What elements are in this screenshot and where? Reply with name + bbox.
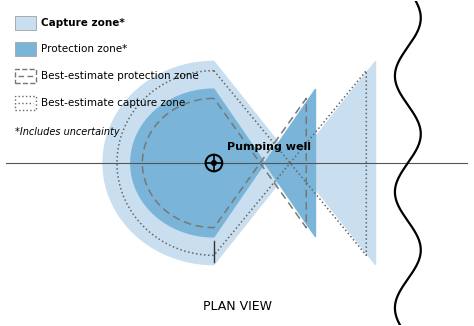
Bar — [15, 42, 36, 56]
Text: Best-estimate capture zone: Best-estimate capture zone — [41, 98, 185, 108]
Bar — [15, 69, 36, 83]
Bar — [15, 96, 36, 110]
Text: PLAN VIEW: PLAN VIEW — [202, 300, 272, 313]
Text: Protection zone*: Protection zone* — [41, 44, 128, 54]
Circle shape — [211, 161, 216, 165]
Text: Best-estimate protection zone: Best-estimate protection zone — [41, 71, 199, 81]
Polygon shape — [131, 89, 316, 237]
Text: *Includes uncertainty: *Includes uncertainty — [15, 127, 120, 137]
Polygon shape — [103, 61, 375, 265]
Text: Capture zone*: Capture zone* — [41, 18, 125, 28]
Bar — [15, 16, 36, 30]
Text: Pumping well: Pumping well — [227, 142, 311, 152]
